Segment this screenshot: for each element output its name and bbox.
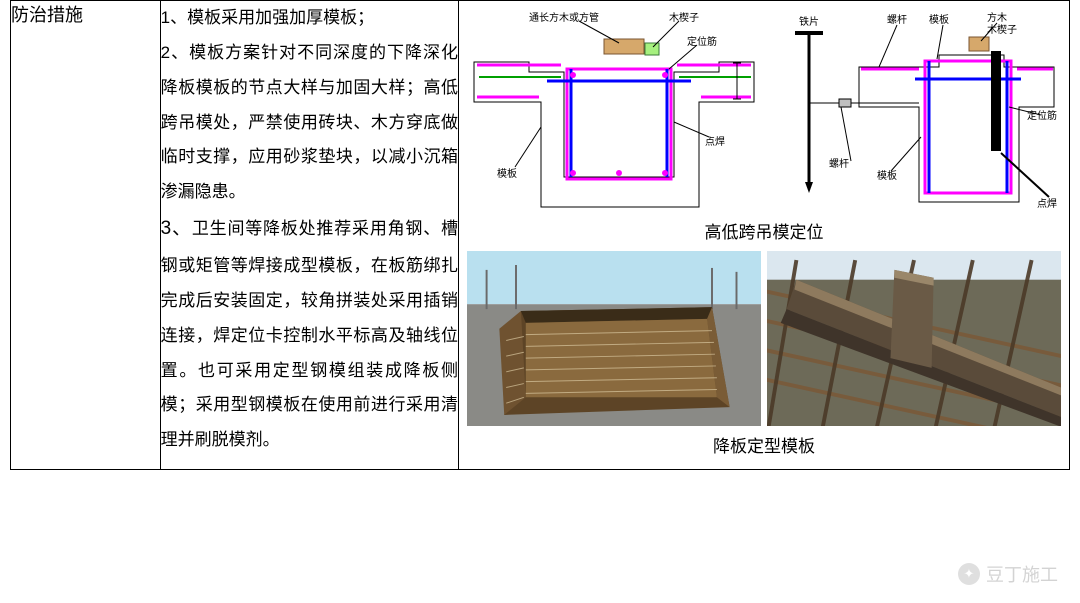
d1-lbl-tongchang: 通长方木或方管: [529, 11, 599, 24]
row-header-cell: 防治措施: [11, 1, 161, 470]
d2-lbl-muxiezi: 木楔子: [987, 24, 1017, 36]
d1-lbl-muxiezi: 木楔子: [669, 12, 699, 24]
diagram-right: 铁片 螺杆 模板 方木 木楔子 定位筋 点焊: [769, 7, 1059, 212]
wechat-icon: ✦: [958, 563, 980, 585]
paragraph-1: 1、模板采用加强加厚模板；: [161, 1, 458, 36]
d1-lbl-moban: 模板: [497, 167, 517, 180]
d2-lbl-dingweijin: 定位筋: [1027, 109, 1057, 122]
photo-right: [767, 251, 1061, 426]
watermark-text: 豆丁施工: [986, 561, 1058, 587]
p3-num: 3、: [161, 218, 192, 239]
d1-lbl-dianhan: 点焊: [705, 136, 725, 148]
d2-lbl-fangmu: 方木: [987, 11, 1007, 24]
p1-num: 1、: [161, 8, 187, 27]
p3-text: 卫生间等降板处推荐采用角钢、槽钢或矩管等焊接成型模板，在板筋绑扎完成后安装固定，…: [161, 219, 458, 449]
d2-lbl-moban2: 模板: [877, 169, 897, 182]
d2-lbl-moban-top: 模板: [929, 13, 949, 26]
caption-top: 高低跨吊模定位: [467, 218, 1061, 243]
paragraph-2: 2、模板方案针对不同深度的下降深化降板模板的节点大样与加固大样；高低跨吊模处，严…: [161, 36, 458, 210]
d2-lbl-tiepian: 铁片: [799, 15, 819, 28]
p2-text: 模板方案针对不同深度的下降深化降板模板的节点大样与加固大样；高低跨吊模处，严禁使…: [161, 43, 458, 201]
d2-lbl-luogan2: 螺杆: [829, 158, 849, 170]
d2-lbl-luogan: 螺杆: [887, 14, 907, 26]
d2-lbl-dianhan: 点焊: [1037, 198, 1057, 210]
p1-text: 模板采用加强加厚模板；: [187, 8, 374, 27]
watermark: ✦ 豆丁施工: [958, 561, 1058, 587]
p2-num: 2、: [161, 43, 189, 62]
bottom-photos: [467, 251, 1061, 426]
content-table: 防治措施 1、模板采用加强加厚模板； 2、模板方案针对不同深度的下降深化降板模板…: [10, 0, 1070, 470]
top-diagrams: 通长方木或方管 木楔子 定位筋 点焊 模板: [467, 7, 1061, 212]
paragraph-3: 3、卫生间等降板处推荐采用角钢、槽钢或矩管等焊接成型模板，在板筋绑扎完成后安装固…: [161, 210, 458, 458]
figure-wrap: 通长方木或方管 木楔子 定位筋 点焊 模板: [459, 1, 1069, 469]
text-cell: 1、模板采用加强加厚模板； 2、模板方案针对不同深度的下降深化降板模板的节点大样…: [160, 1, 458, 470]
page: 防治措施 1、模板采用加强加厚模板； 2、模板方案针对不同深度的下降深化降板模板…: [0, 0, 1080, 603]
photo-left: [467, 251, 761, 426]
caption-bottom: 降板定型模板: [467, 432, 1061, 457]
d1-lbl-dingweijin: 定位筋: [687, 35, 717, 48]
diagram-left: 通长方木或方管 木楔子 定位筋 点焊 模板: [469, 7, 759, 212]
row-header: 防治措施: [11, 5, 83, 25]
figure-cell: 通长方木或方管 木楔子 定位筋 点焊 模板: [459, 1, 1070, 470]
